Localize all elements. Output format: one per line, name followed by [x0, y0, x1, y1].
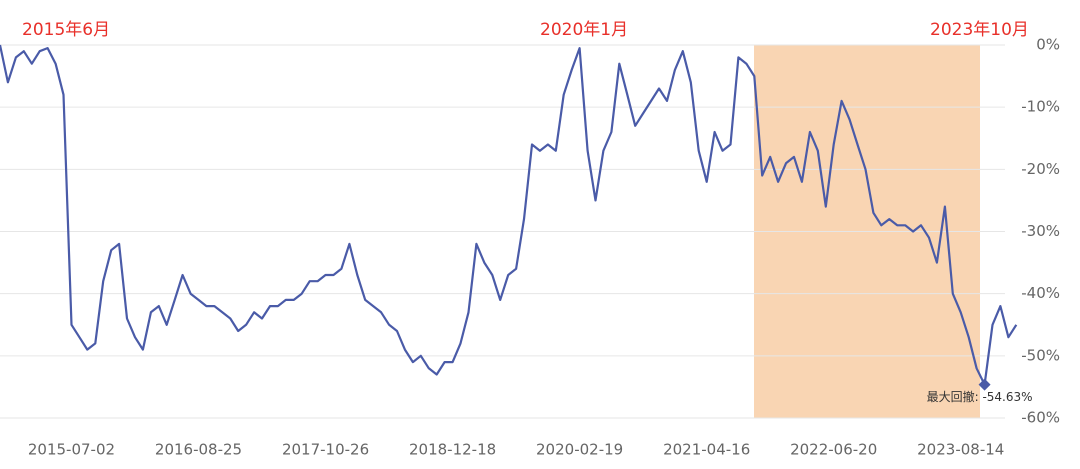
y-tick-label: -50% — [1021, 346, 1060, 364]
annotation: 2015年6月 — [22, 20, 110, 40]
drawdown-line — [0, 44, 1018, 386]
x-tick-label: 2018-12-18 — [409, 441, 496, 459]
y-tick-label: -10% — [1021, 98, 1060, 116]
x-tick-label: 2020-02-19 — [536, 441, 623, 459]
x-tick-label: 2015-07-02 — [28, 441, 115, 459]
y-tick-label: -40% — [1021, 284, 1060, 302]
max-drawdown-label: 最大回撤: -54.63% — [927, 389, 1033, 404]
y-tick-label: -60% — [1021, 409, 1060, 427]
x-tick-label: 2021-04-16 — [663, 441, 750, 459]
y-tick-label: -20% — [1021, 160, 1060, 178]
max-drawdown-marker — [978, 378, 991, 391]
y-tick-label: 0% — [1036, 36, 1060, 54]
x-tick-label: 2023-08-14 — [917, 441, 1004, 459]
annotation: 2023年10月 — [930, 20, 1029, 40]
annotation: 2020年1月 — [540, 20, 628, 40]
x-tick-label: 2022-06-20 — [790, 441, 877, 459]
x-tick-label: 2016-08-25 — [155, 441, 242, 459]
x-tick-label: 2017-10-26 — [282, 441, 369, 459]
y-tick-label: -30% — [1021, 222, 1060, 240]
